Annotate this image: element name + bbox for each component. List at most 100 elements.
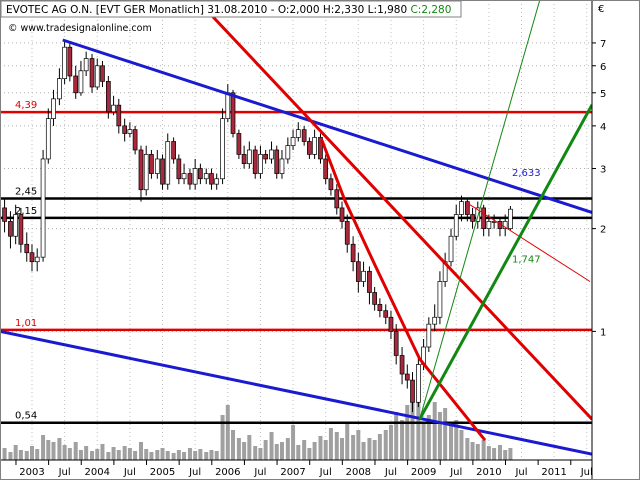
candle-body (269, 149, 274, 160)
volume-bar (187, 448, 192, 460)
volume-bar (253, 446, 258, 460)
candle-body (89, 58, 95, 88)
volume-bar (492, 448, 497, 460)
level-label: 4,39 (15, 100, 37, 111)
candle-body (214, 178, 220, 185)
level-label: 1,01 (15, 318, 37, 329)
volume-bar (318, 436, 323, 460)
volume-bar (149, 452, 154, 460)
candle-body (73, 75, 79, 94)
candle-body (45, 118, 51, 160)
volume-bar (116, 450, 121, 460)
level-label: 2,15 (15, 206, 37, 217)
candle-body (138, 149, 144, 191)
volume-bar (443, 408, 448, 460)
volume-bar (269, 432, 274, 460)
currency-label: € (598, 4, 604, 15)
volume-bar (209, 450, 214, 460)
volume-bar (258, 448, 263, 460)
candle-body (2, 207, 7, 222)
candle-body (83, 58, 89, 72)
volume-bar (465, 438, 470, 460)
volume-bar (459, 430, 464, 460)
candle-body (377, 304, 383, 312)
header-close: C:2,280 (410, 4, 451, 16)
candle-body (230, 92, 236, 134)
header: EVOTEC AG O.N. [EVT GER Monatlich] 31.08… (6, 4, 451, 16)
candle-body (29, 252, 35, 263)
candle-body (388, 316, 394, 332)
volume-bar (312, 442, 317, 460)
x-tick-label: 2006 (215, 467, 240, 478)
candle-body (246, 149, 252, 165)
volume-bar (106, 452, 111, 460)
candle-body (318, 137, 323, 160)
x-tick-label: 2010 (476, 467, 501, 478)
trend-line (418, 104, 592, 420)
volume-bar (263, 440, 268, 460)
volume-bar (84, 446, 89, 460)
candle-body (160, 158, 165, 185)
volume-bar (122, 446, 127, 460)
candle-body (475, 207, 481, 222)
volume-bar (198, 449, 203, 460)
candle-body (290, 137, 296, 147)
volume-bar (508, 448, 513, 460)
candle-body (116, 104, 122, 127)
volume-bar (372, 440, 377, 460)
volume-bar (345, 422, 350, 460)
candle-body (94, 65, 100, 88)
volume-bar (171, 453, 176, 460)
candle-body (437, 281, 443, 318)
candle-body (236, 133, 242, 155)
volume-bar (454, 420, 459, 460)
candle-body (508, 208, 513, 229)
candle-body (18, 214, 24, 245)
candle-body (181, 173, 187, 180)
candle-body (470, 214, 475, 222)
candle-body (192, 168, 198, 185)
header-title: EVOTEC AG O.N. [EVT GER Monatlich] 31.08… (6, 4, 407, 16)
candle-body (241, 154, 247, 165)
candle-body (355, 261, 361, 282)
volume-bar (367, 438, 372, 460)
volume-bar (432, 402, 437, 460)
annotation: 1,747 (512, 255, 541, 266)
volume-bar (449, 424, 454, 460)
y-tick-label: 2 (600, 225, 606, 236)
candle-body (57, 78, 62, 100)
volume-bar (133, 451, 138, 460)
candle-body (252, 149, 258, 174)
trend-line (469, 204, 591, 282)
volume-bar (351, 435, 356, 460)
candle-body (350, 243, 356, 263)
candle-body (344, 221, 350, 245)
volume-bar (437, 412, 442, 460)
volume-bar (160, 448, 165, 460)
volume-bar (481, 440, 486, 460)
candle-body (432, 316, 438, 325)
candle-body (459, 201, 464, 215)
x-tick-label: 2005 (150, 467, 175, 478)
volume-bar (100, 444, 105, 460)
candle-body (453, 214, 459, 237)
candle-body (383, 310, 389, 318)
candle-body (301, 129, 307, 142)
candle-body (481, 207, 487, 229)
candle-body (51, 98, 56, 119)
x-tick-label: Jul (253, 467, 266, 478)
candle-body (127, 129, 133, 134)
y-tick-label: 7 (600, 39, 606, 50)
volume-bar (144, 449, 149, 460)
candle-body (24, 243, 30, 254)
volume-bar (340, 438, 345, 460)
x-tick-label: Jul (188, 467, 201, 478)
candle-body (154, 158, 160, 174)
candle-body (209, 173, 214, 185)
candle-body (339, 207, 345, 222)
volume-bar (182, 452, 187, 460)
candle-body (165, 141, 171, 185)
trend-line (419, 0, 541, 420)
labels: 1 2 3 4 5 6 7 2003 Jul 2004 Jul 2005 Jul 2006 Jul 2007 J… (15, 39, 606, 478)
y-tick-label: 6 (600, 62, 606, 73)
